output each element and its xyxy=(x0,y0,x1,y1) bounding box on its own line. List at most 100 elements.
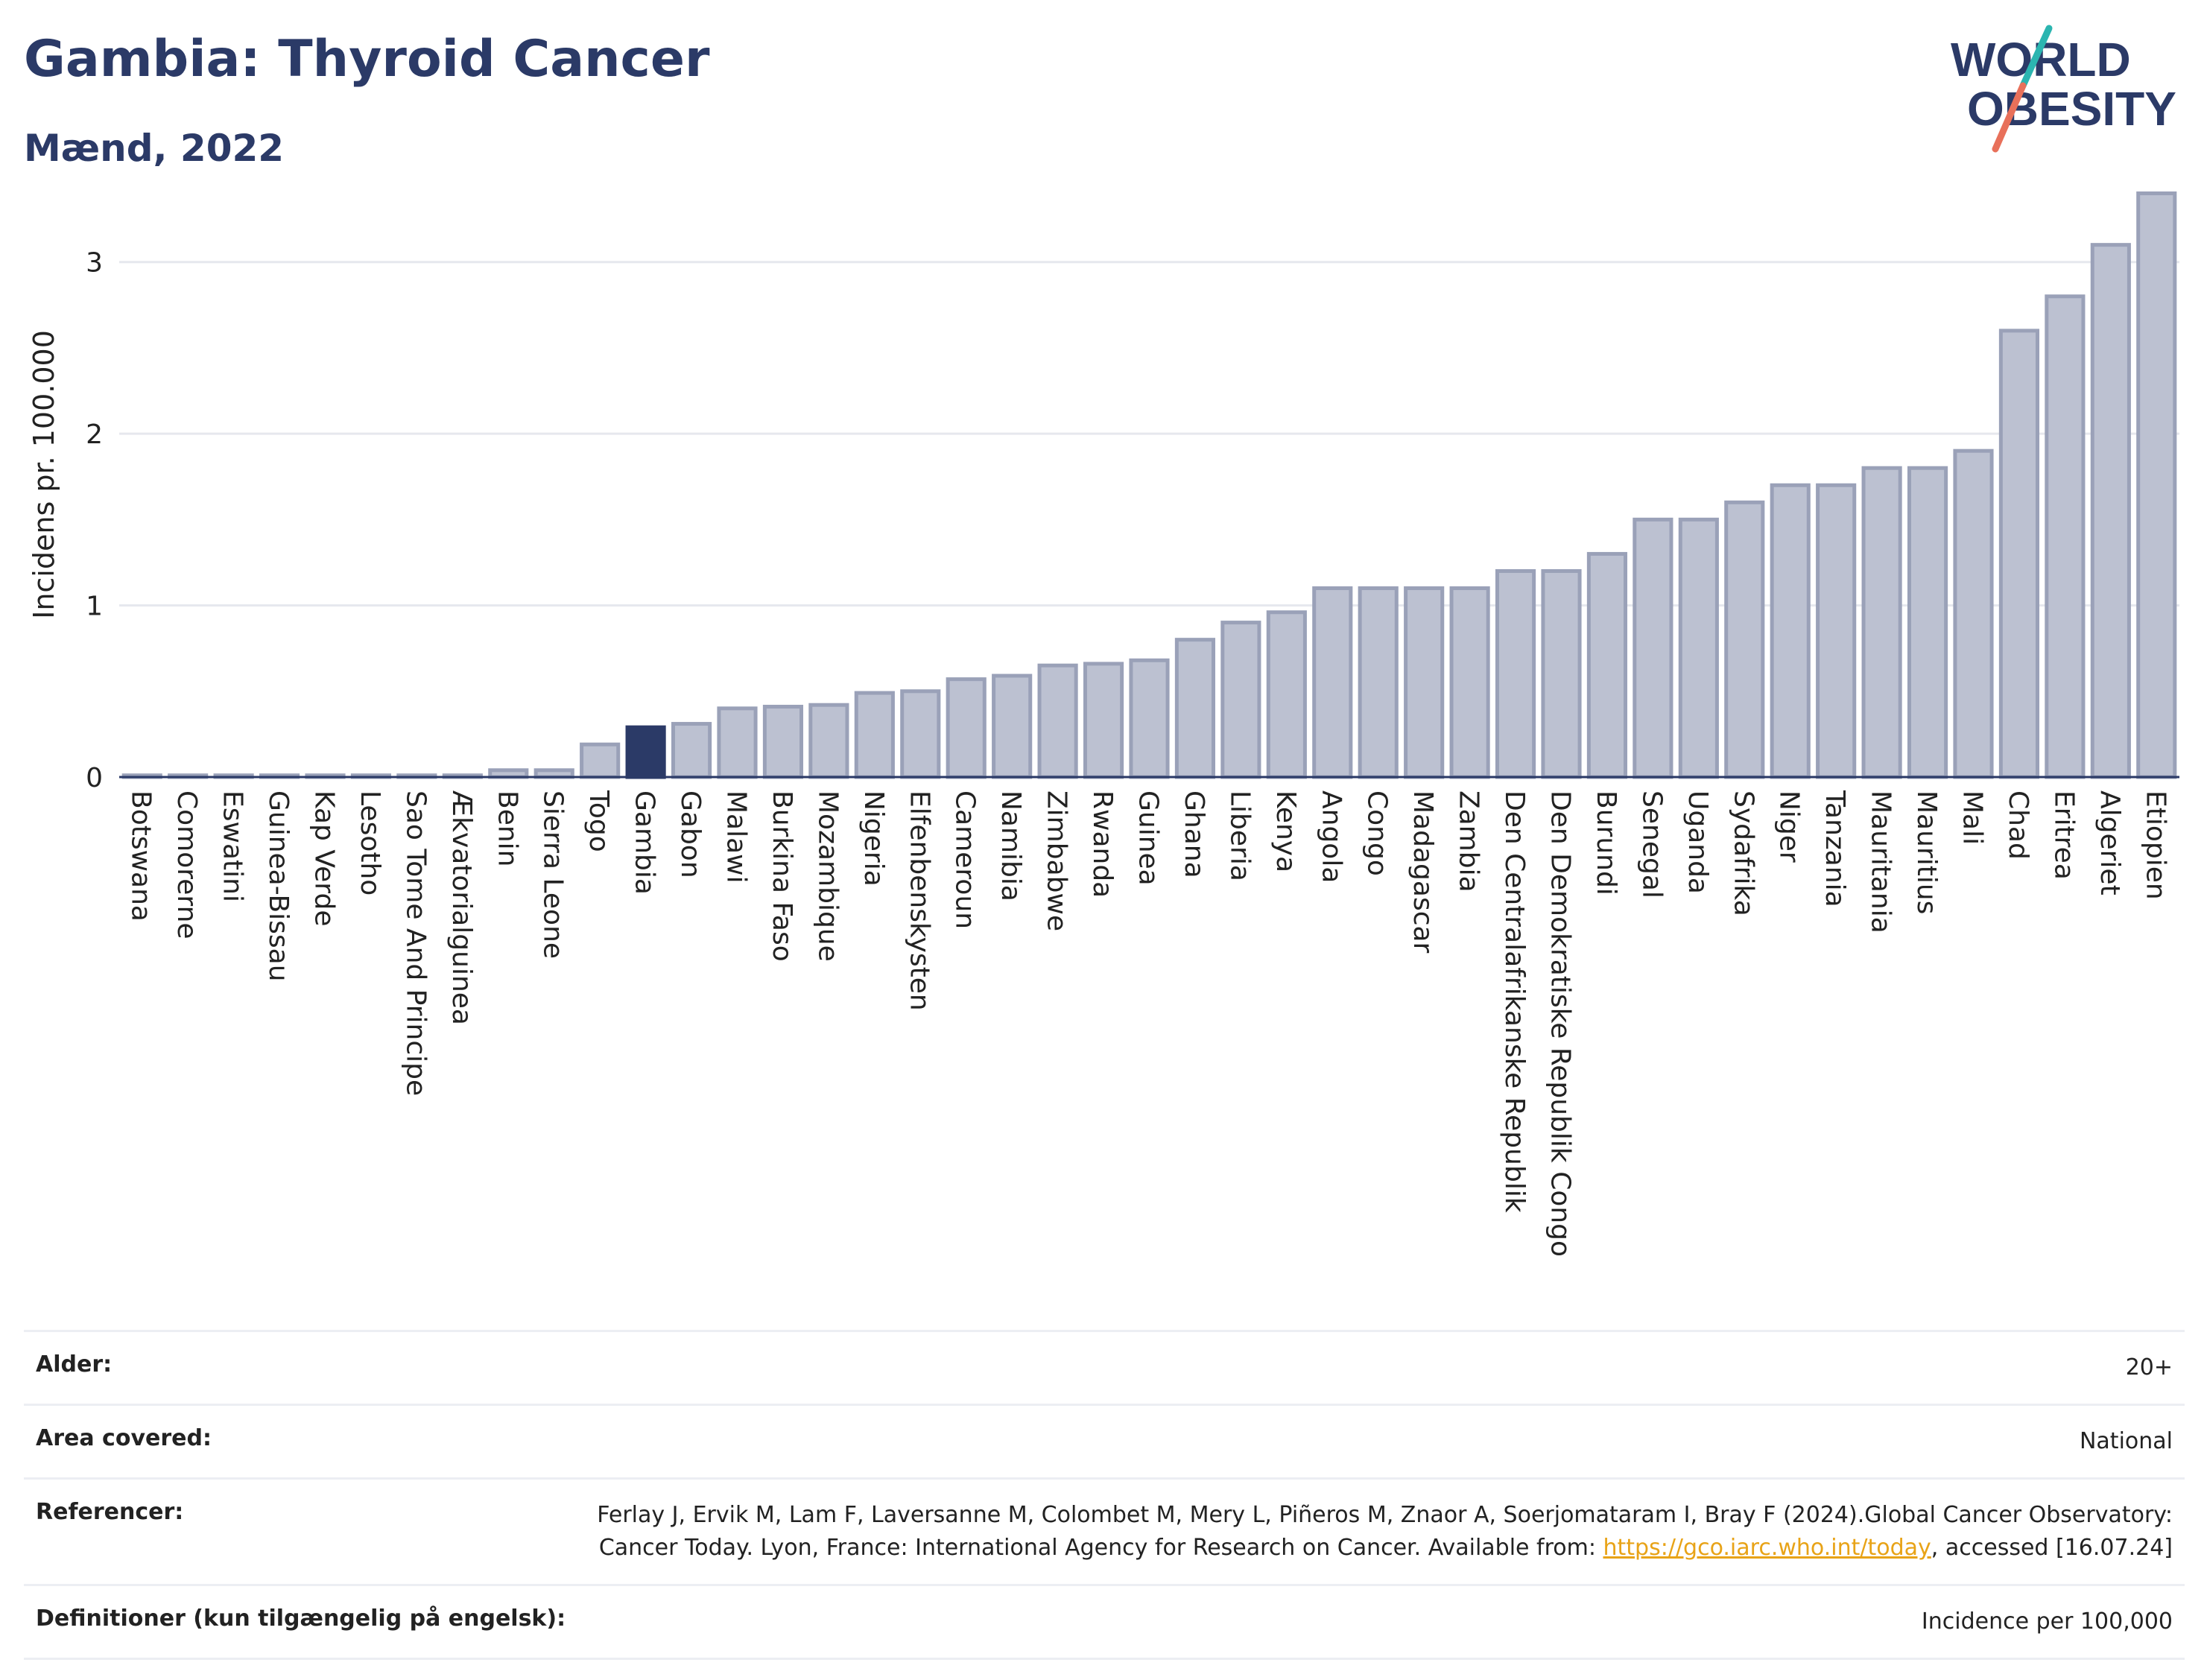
bar-zimbabwe xyxy=(1037,663,1078,779)
world-obesity-logo: WORLD OBESITY xyxy=(1951,25,2176,153)
x-tick-label: Angola xyxy=(1316,790,1346,883)
x-tick-label: Senegal xyxy=(1636,790,1667,898)
y-tick-label: 1 xyxy=(86,592,103,622)
bar-den-demokratiske-republik-congo xyxy=(1541,568,1582,779)
bar-cameroun xyxy=(946,677,987,779)
x-tick-label: Niger xyxy=(1774,790,1805,863)
bar-senegal xyxy=(1633,517,1673,779)
x-tick-label: Chad xyxy=(2003,790,2033,860)
x-tick-label: Kap Verde xyxy=(309,790,340,926)
x-tick-label: Tanzania xyxy=(1820,790,1850,907)
bar-malawi xyxy=(717,706,758,779)
bar-tanzania xyxy=(1816,483,1857,779)
y-axis-label: Incidens pr. 100.000 xyxy=(28,330,60,619)
bar-congo xyxy=(1358,586,1399,779)
bar-chart: 0 1 2 3 Botswana Comorerne Eswatini Guinea-Bis… xyxy=(28,191,2179,1257)
x-tick-label: Mauritius xyxy=(1911,790,1942,914)
x-tick-label: Algeriet xyxy=(2094,790,2125,896)
meta-definitions-value: Incidence per 100,000 xyxy=(1921,1608,2173,1635)
bar-angola xyxy=(1312,586,1353,779)
x-tick-label: Liberia xyxy=(1224,790,1255,881)
x-tick-label: Togo xyxy=(583,790,614,852)
x-tick-label: Mozambique xyxy=(812,790,843,962)
meta-definitions-label: Definitioner (kun tilgængelig på engelsk… xyxy=(36,1605,566,1632)
x-tick-label: Burkina Faso xyxy=(767,790,797,962)
x-tick-label: Namibia xyxy=(995,790,1026,901)
bar-sydafrika xyxy=(1724,500,1765,779)
x-tick-label: Rwanda xyxy=(1087,790,1118,898)
x-tick-label: Guinea xyxy=(1133,790,1164,886)
logo-slash-teal xyxy=(2019,25,2053,89)
chart-subtitle: Mænd, 2022 xyxy=(24,127,285,170)
bar-ghana xyxy=(1174,638,1216,779)
x-tick-label: Ækvatorialguinea xyxy=(446,790,477,1025)
reference-link[interactable]: https://gco.iarc.who.int/today xyxy=(1603,1535,1931,1561)
x-tick-label: Uganda xyxy=(1682,790,1713,894)
x-tick-label: Elfenbenskysten xyxy=(904,790,934,1011)
bars xyxy=(121,191,2177,779)
y-tick-label: 3 xyxy=(86,248,103,279)
x-tick-label: Eritrea xyxy=(2048,790,2079,880)
meta-references-label: Referencer: xyxy=(36,1499,184,1525)
y-tick-label: 2 xyxy=(86,419,103,450)
meta-age-label: Alder: xyxy=(36,1351,113,1378)
bar-den-centralafrikanske-republik xyxy=(1495,568,1536,779)
x-tick-label: Eswatini xyxy=(218,790,248,902)
x-tick-label: Gambia xyxy=(630,790,660,895)
x-tick-label: Den Demokratiske Republik Congo xyxy=(1545,790,1576,1257)
x-tick-label: Ghana xyxy=(1179,790,1209,878)
bar-mali xyxy=(1953,448,1994,779)
x-tick-label: Nigeria xyxy=(858,790,889,887)
y-tick-label: 0 xyxy=(86,763,103,793)
x-tick-label: Lesotho xyxy=(355,790,385,896)
chart-title: Gambia: Thyroid Cancer xyxy=(24,30,710,89)
bar-gabon xyxy=(671,722,712,779)
reference-text: Ferlay J, Ervik M, Lam F, Laversanne M, … xyxy=(597,1502,2173,1561)
bar-mauritius xyxy=(1907,466,1948,779)
meta-row-references: Referencer: Ferlay J, Ervik M, Lam F, La… xyxy=(24,1477,2185,1584)
bar-uganda xyxy=(1678,517,1719,779)
x-tick-label: Malawi xyxy=(721,790,752,884)
meta-age-value: 20+ xyxy=(2125,1354,2173,1381)
x-tick-label: Burundi xyxy=(1591,790,1621,896)
meta-row-area: Area covered: National xyxy=(24,1404,2185,1477)
x-tick-label: Madagascar xyxy=(1407,790,1438,954)
bar-namibia xyxy=(992,673,1033,779)
bar-algeriet xyxy=(2090,243,2131,779)
x-tick-label: Zimbabwe xyxy=(1042,790,1072,931)
metadata-table: Alder: 20+ Area covered: National Refere… xyxy=(24,1330,2185,1660)
bar-liberia xyxy=(1220,621,1261,779)
bar-madagascar xyxy=(1404,586,1445,779)
x-tick-label: Gabon xyxy=(675,790,706,878)
logo-slash-red xyxy=(1992,82,2027,153)
meta-row-age: Alder: 20+ xyxy=(24,1330,2185,1404)
bar-elfenbenskysten xyxy=(900,689,941,779)
x-tick-label: Congo xyxy=(1362,790,1393,876)
meta-references-value: Ferlay J, Ervik M, Lam F, Laversanne M, … xyxy=(571,1499,2173,1565)
x-tick-label: Botswana xyxy=(126,790,156,922)
y-tick-labels: 0 1 2 3 xyxy=(86,248,103,793)
bar-burundi xyxy=(1586,551,1628,779)
x-tick-label: Den Centralafrikanske Republik xyxy=(1499,790,1530,1213)
x-tick-label: Cameroun xyxy=(950,790,981,929)
bar-mauritania xyxy=(1861,466,1902,779)
x-tick-label: Mauritania xyxy=(1866,790,1896,933)
x-tick-label: Etiopien xyxy=(2140,790,2170,900)
bar-chad xyxy=(1998,329,2040,779)
x-tick-label: Comorerne xyxy=(171,790,202,939)
meta-row-definitions: Definitioner (kun tilgængelig på engelsk… xyxy=(24,1584,2185,1660)
bar-guinea xyxy=(1129,658,1170,779)
bar-gambia xyxy=(625,725,666,779)
x-tick-label: Benin xyxy=(492,790,522,866)
reference-accessed: , accessed [16.07.24] xyxy=(1931,1535,2173,1561)
bar-rwanda xyxy=(1083,662,1124,779)
x-tick-label: Sydafrika xyxy=(1728,790,1758,916)
bar-eritrea xyxy=(2045,294,2086,779)
bar-burkina-faso xyxy=(762,705,804,779)
x-tick-label: Guinea-Bissau xyxy=(263,790,294,982)
bar-togo xyxy=(580,742,621,779)
bar-niger xyxy=(1770,483,1811,779)
bar-zambia xyxy=(1449,586,1490,779)
meta-area-value: National xyxy=(2079,1428,2173,1454)
bar-etiopien xyxy=(2136,191,2177,779)
